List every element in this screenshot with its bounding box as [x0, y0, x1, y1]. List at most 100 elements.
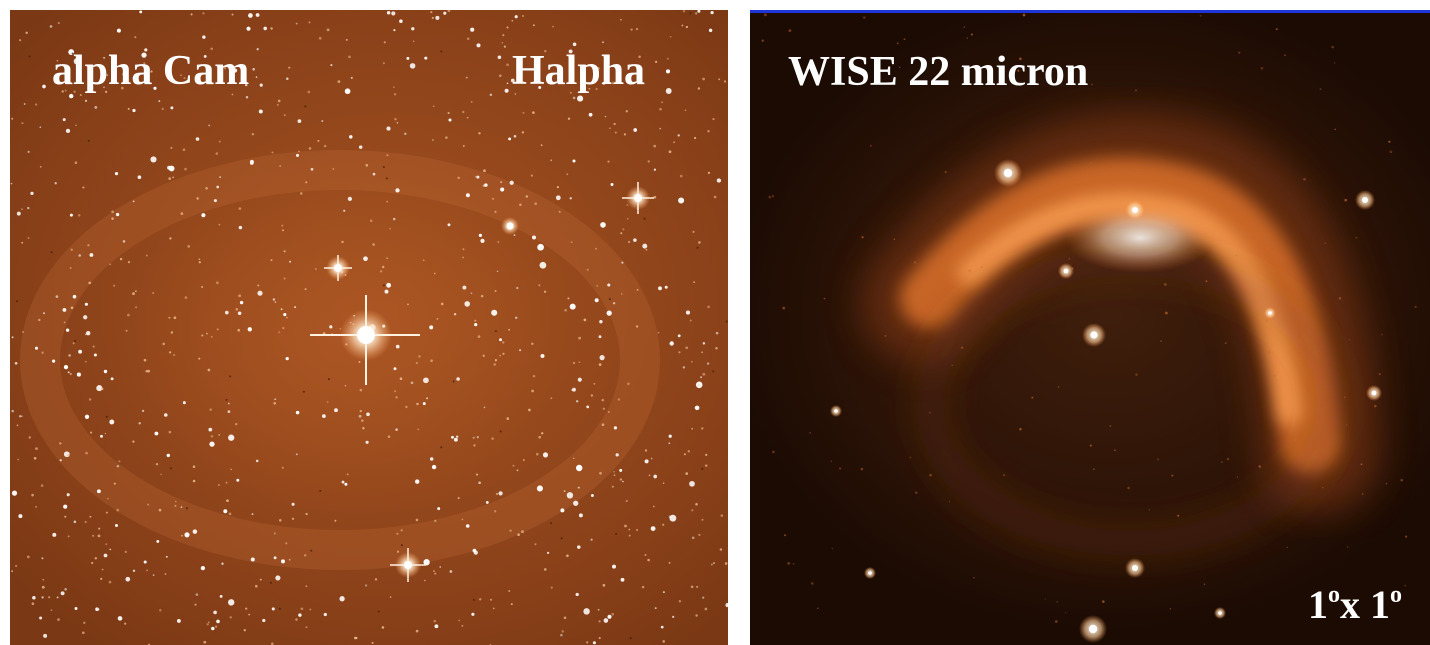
star	[499, 74, 502, 77]
star	[165, 555, 168, 558]
star	[78, 349, 83, 354]
star	[115, 212, 120, 217]
star	[68, 354, 71, 357]
star	[719, 548, 723, 551]
star	[57, 22, 60, 25]
star	[659, 107, 662, 111]
star	[304, 288, 307, 291]
star	[713, 562, 715, 565]
faint-source	[1114, 449, 1116, 452]
star	[702, 596, 705, 599]
star	[32, 595, 36, 600]
star	[238, 225, 243, 230]
star	[538, 284, 541, 287]
faint-source	[915, 491, 918, 494]
star	[83, 315, 88, 320]
dark-speck	[50, 251, 53, 254]
star	[474, 319, 477, 322]
star	[144, 49, 147, 52]
star	[79, 93, 82, 97]
star	[283, 250, 286, 253]
star	[508, 328, 511, 331]
star	[598, 620, 601, 623]
star	[84, 414, 90, 419]
star	[106, 74, 109, 77]
star	[145, 370, 148, 373]
star	[664, 285, 668, 289]
star	[522, 459, 525, 461]
star	[657, 331, 660, 334]
star	[182, 401, 186, 405]
star	[354, 636, 357, 640]
star	[635, 28, 639, 31]
star	[472, 436, 475, 439]
faint-source	[948, 501, 951, 503]
star	[108, 580, 112, 584]
star	[227, 402, 230, 405]
star	[70, 306, 74, 310]
dark-speck	[712, 370, 715, 373]
star	[31, 493, 34, 497]
star	[238, 294, 242, 298]
star	[113, 284, 116, 287]
star	[174, 500, 177, 503]
star	[103, 86, 105, 89]
star	[82, 631, 85, 635]
star	[88, 398, 92, 401]
star	[701, 427, 704, 430]
star	[298, 613, 302, 617]
star	[451, 435, 454, 439]
star	[285, 356, 289, 361]
star	[644, 459, 649, 464]
star	[38, 318, 41, 322]
star	[465, 76, 468, 79]
star	[522, 15, 524, 17]
star	[116, 28, 121, 33]
star	[341, 480, 345, 484]
star	[111, 217, 114, 220]
star	[69, 93, 74, 99]
star	[552, 25, 554, 28]
star	[570, 241, 573, 244]
star	[506, 82, 509, 85]
star	[180, 74, 182, 77]
star	[386, 282, 392, 288]
faint-source	[1193, 188, 1196, 191]
star	[521, 530, 524, 534]
star	[462, 145, 465, 147]
dark-speck	[440, 446, 443, 449]
star	[109, 548, 112, 551]
star	[715, 331, 719, 335]
star	[429, 325, 434, 330]
scale-unit-1: o	[1328, 582, 1340, 608]
right-star-group	[761, 13, 1417, 643]
star	[499, 354, 502, 357]
faint-source	[1333, 62, 1336, 64]
faint-source	[1303, 177, 1306, 181]
point-source	[1063, 268, 1069, 274]
star	[184, 167, 187, 171]
star	[271, 642, 274, 645]
star	[309, 608, 312, 611]
star	[620, 232, 623, 235]
star	[569, 303, 576, 310]
star	[216, 328, 219, 331]
star	[274, 398, 277, 401]
star	[201, 285, 204, 289]
star	[360, 419, 364, 422]
star	[516, 286, 519, 290]
star	[538, 435, 541, 439]
star	[423, 559, 430, 566]
star	[230, 468, 233, 471]
star	[628, 528, 631, 531]
faint-source	[792, 563, 795, 565]
star	[705, 453, 708, 457]
faint-source	[1044, 598, 1046, 600]
star	[248, 613, 251, 616]
star	[628, 240, 631, 244]
star	[578, 361, 581, 364]
star	[34, 103, 38, 106]
star	[59, 442, 62, 445]
star	[162, 342, 165, 346]
star	[462, 256, 465, 259]
